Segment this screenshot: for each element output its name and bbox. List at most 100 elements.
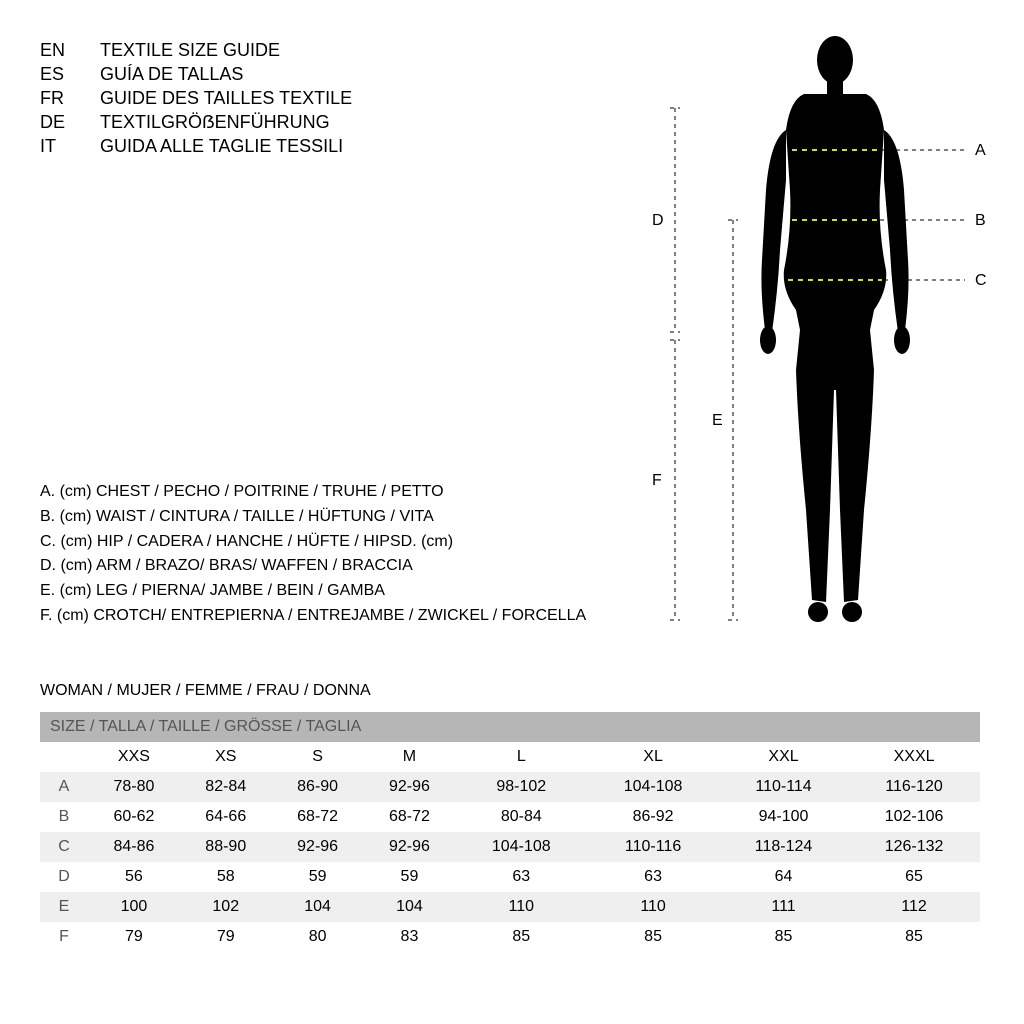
table-cell: 86-90 <box>272 772 364 802</box>
table-cell: 104 <box>364 892 456 922</box>
table-cell: 116-120 <box>848 772 980 802</box>
table-row: C 84-86 88-90 92-96 92-96 104-108 110-11… <box>40 832 980 862</box>
title-row: EN TEXTILE SIZE GUIDE <box>40 40 352 61</box>
table-cell: 64-66 <box>180 802 272 832</box>
table-cell: 104-108 <box>587 772 719 802</box>
table-cell: 112 <box>848 892 980 922</box>
table-cell: XXXL <box>848 742 980 772</box>
table-cell: 111 <box>719 892 848 922</box>
table-cell: XXS <box>88 742 180 772</box>
table-cell: 110-116 <box>587 832 719 862</box>
legend-item: C. (cm) HIP / CADERA / HANCHE / HÜFTE / … <box>40 530 586 555</box>
table-cell: 68-72 <box>272 802 364 832</box>
table-cell: M <box>364 742 456 772</box>
legend-item: E. (cm) LEG / PIERNA/ JAMBE / BEIN / GAM… <box>40 579 586 604</box>
table-cell <box>40 742 88 772</box>
table-cell: 78-80 <box>88 772 180 802</box>
table-cell: 56 <box>88 862 180 892</box>
legend-item: B. (cm) WAIST / CINTURA / TAILLE / HÜFTU… <box>40 505 586 530</box>
table-cell: 92-96 <box>364 832 456 862</box>
title-lang: DE <box>40 112 100 133</box>
table-cell: 85 <box>587 922 719 952</box>
table-cell: 110 <box>455 892 587 922</box>
table-rowlabel: C <box>40 832 88 862</box>
table-cell: 85 <box>455 922 587 952</box>
diagram-label-e: E <box>712 412 723 429</box>
table-cell: XXL <box>719 742 848 772</box>
table-cell: L <box>455 742 587 772</box>
diagram-label-a: A <box>975 142 986 159</box>
table-cell: 59 <box>272 862 364 892</box>
table-cell: 104-108 <box>455 832 587 862</box>
table-row: B 60-62 64-66 68-72 68-72 80-84 86-92 94… <box>40 802 980 832</box>
legend-item: D. (cm) ARM / BRAZO/ BRAS/ WAFFEN / BRAC… <box>40 554 586 579</box>
table-row: F 79 79 80 83 85 85 85 85 <box>40 922 980 952</box>
table-cell: 92-96 <box>364 772 456 802</box>
table-cell: 64 <box>719 862 848 892</box>
table-header-row: SIZE / TALLA / TAILLE / GRÖSSE / TAGLIA <box>40 712 980 742</box>
table-rowlabel: E <box>40 892 88 922</box>
table-cell: 118-124 <box>719 832 848 862</box>
table-rowlabel: A <box>40 772 88 802</box>
size-table: SIZE / TALLA / TAILLE / GRÖSSE / TAGLIA … <box>40 712 980 952</box>
table-cell: 102-106 <box>848 802 980 832</box>
table-cell: 126-132 <box>848 832 980 862</box>
diagram-label-f: F <box>652 472 662 489</box>
table-cell: 94-100 <box>719 802 848 832</box>
diagram-label-b: B <box>975 212 986 229</box>
table-cell: 86-92 <box>587 802 719 832</box>
title-lang: FR <box>40 88 100 109</box>
table-cell: 80-84 <box>455 802 587 832</box>
table-cell: S <box>272 742 364 772</box>
table-cell: 85 <box>719 922 848 952</box>
table-cell: 110-114 <box>719 772 848 802</box>
title-text: GUÍA DE TALLAS <box>100 64 243 85</box>
table-cell: 102 <box>180 892 272 922</box>
table-cell: 63 <box>455 862 587 892</box>
table-cell: 85 <box>848 922 980 952</box>
table-cell: 65 <box>848 862 980 892</box>
table-rowlabel: B <box>40 802 88 832</box>
table-cell: 84-86 <box>88 832 180 862</box>
table-row: E 100 102 104 104 110 110 111 112 <box>40 892 980 922</box>
table-cell: 92-96 <box>272 832 364 862</box>
title-text: GUIDE DES TAILLES TEXTILE <box>100 88 352 109</box>
woman-label: WOMAN / MUJER / FEMME / FRAU / DONNA <box>40 682 371 700</box>
table-cell: 59 <box>364 862 456 892</box>
table-cell: 79 <box>88 922 180 952</box>
measurement-legend: A. (cm) CHEST / PECHO / POITRINE / TRUHE… <box>40 480 586 629</box>
body-silhouette-icon: A B C D E F <box>560 30 1000 650</box>
table-cell: 98-102 <box>455 772 587 802</box>
title-row: IT GUIDA ALLE TAGLIE TESSILI <box>40 136 352 157</box>
title-lang: ES <box>40 64 100 85</box>
title-text: GUIDA ALLE TAGLIE TESSILI <box>100 136 343 157</box>
diagram-label-c: C <box>975 272 987 289</box>
title-lang: IT <box>40 136 100 157</box>
table-rowlabel: F <box>40 922 88 952</box>
table-cell: 82-84 <box>180 772 272 802</box>
table-header: SIZE / TALLA / TAILLE / GRÖSSE / TAGLIA <box>40 712 980 742</box>
title-row: ES GUÍA DE TALLAS <box>40 64 352 85</box>
table-cell: 79 <box>180 922 272 952</box>
title-lang: EN <box>40 40 100 61</box>
body-diagram: A B C D E F <box>560 30 1000 650</box>
title-block: EN TEXTILE SIZE GUIDE ES GUÍA DE TALLAS … <box>40 40 352 160</box>
table-cell: 68-72 <box>364 802 456 832</box>
table-sizes-row: XXS XS S M L XL XXL XXXL <box>40 742 980 772</box>
diagram-label-d: D <box>652 212 664 229</box>
table-cell: 80 <box>272 922 364 952</box>
table-cell: XS <box>180 742 272 772</box>
title-text: TEXTILE SIZE GUIDE <box>100 40 280 61</box>
table-row: D 56 58 59 59 63 63 64 65 <box>40 862 980 892</box>
title-row: DE TEXTILGRÖẞENFÜHRUNG <box>40 112 352 133</box>
table-cell: 104 <box>272 892 364 922</box>
table-cell: 60-62 <box>88 802 180 832</box>
table-cell: 110 <box>587 892 719 922</box>
title-text: TEXTILGRÖẞENFÜHRUNG <box>100 112 330 133</box>
table-rowlabel: D <box>40 862 88 892</box>
table-cell: 83 <box>364 922 456 952</box>
table-cell: 63 <box>587 862 719 892</box>
table-row: A 78-80 82-84 86-90 92-96 98-102 104-108… <box>40 772 980 802</box>
title-row: FR GUIDE DES TAILLES TEXTILE <box>40 88 352 109</box>
legend-item: A. (cm) CHEST / PECHO / POITRINE / TRUHE… <box>40 480 586 505</box>
